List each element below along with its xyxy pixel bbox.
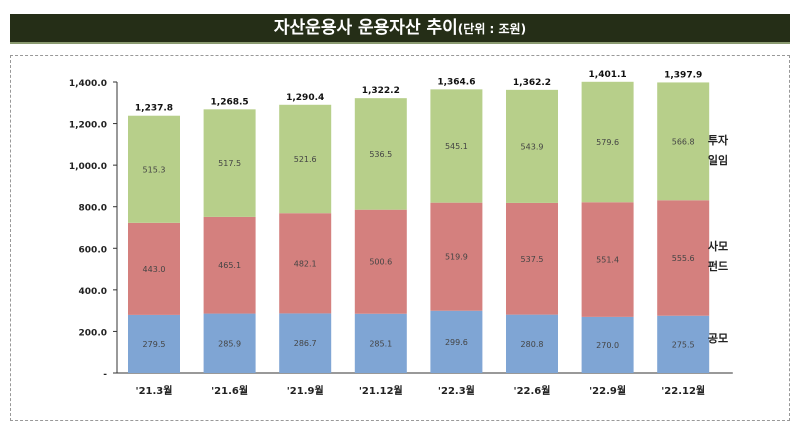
bar-segment-0: [506, 314, 558, 373]
x-tick-label: '21.9월: [287, 385, 324, 397]
data-label: 579.6: [596, 138, 619, 147]
y-tick-label: 200.0: [79, 328, 107, 338]
total-label: 1,322.2: [362, 86, 400, 96]
total-label: 1,401.1: [589, 70, 627, 80]
y-tick-label: -: [103, 370, 107, 380]
data-label: 515.3: [143, 165, 166, 174]
data-label: 280.8: [521, 340, 544, 349]
bar-segment-0: [279, 313, 332, 373]
y-tick-label: 1,400.0: [69, 79, 107, 89]
x-tick-label: '21.3월: [136, 385, 173, 397]
data-label: 536.5: [369, 150, 392, 159]
bar-segment-2: [128, 115, 180, 223]
bar-segment-1: [203, 216, 256, 314]
legend-label: 사모: [708, 239, 728, 253]
data-label: 279.5: [143, 340, 166, 349]
data-label: 465.1: [218, 261, 241, 270]
chart-title-bar: 자산운용사 운용자산 추이(단위 : 조원): [10, 14, 790, 44]
bar-segment-1: [128, 222, 180, 315]
y-tick-label: 800.0: [79, 204, 107, 214]
x-tick-label: '22.3월: [438, 385, 475, 397]
bar-segment-1: [657, 200, 710, 316]
data-label: 482.1: [294, 259, 317, 268]
data-label: 555.6: [672, 254, 695, 263]
total-label: 1,290.4: [286, 93, 324, 103]
chart-frame: [10, 55, 790, 421]
bar-segment-2: [430, 89, 483, 203]
data-label: 500.6: [369, 258, 392, 267]
data-label: 519.9: [445, 253, 468, 262]
bar-segment-2: [279, 104, 332, 214]
y-tick-label: 1,000.0: [69, 162, 107, 172]
y-tick-label: 600.0: [79, 245, 107, 255]
data-label: 443.0: [143, 265, 166, 274]
legend-label: 일임: [708, 153, 728, 167]
total-label: 1,268.5: [211, 97, 249, 107]
total-label: 1,362.2: [513, 78, 551, 88]
x-tick-label: '22.9월: [589, 385, 626, 397]
bar-segment-1: [581, 202, 634, 317]
data-label: 551.4: [596, 256, 619, 265]
data-label: 566.8: [672, 137, 695, 146]
x-tick-label: '22.6월: [514, 385, 551, 397]
y-tick-label: 400.0: [79, 287, 107, 297]
total-label: 1,364.6: [437, 77, 475, 87]
x-tick-label: '21.6월: [211, 385, 248, 397]
data-label: 517.5: [218, 159, 241, 168]
bar-segment-2: [657, 82, 710, 201]
bar-segment-0: [657, 315, 710, 373]
legend-label: 펀드: [708, 259, 728, 273]
bar-segment-0: [354, 313, 407, 373]
bar-segment-2: [354, 98, 407, 210]
legend-label: 투자: [708, 133, 729, 147]
data-label: 286.7: [294, 339, 317, 348]
bar-segment-2: [506, 89, 558, 203]
data-label: 537.5: [521, 255, 544, 264]
data-label: 543.9: [521, 142, 544, 151]
data-label: 285.9: [218, 339, 241, 348]
bar-segment-1: [506, 202, 558, 315]
chart-title: 자산운용사 운용자산 추이: [273, 18, 458, 38]
x-tick-label: '21.12월: [359, 385, 403, 397]
data-label: 285.1: [369, 339, 392, 348]
bar-segment-0: [128, 314, 180, 373]
bar-segment-1: [430, 202, 483, 311]
y-tick-label: 1,200.0: [69, 121, 107, 131]
bar-segment-1: [354, 209, 407, 314]
x-tick-label: '22.12월: [661, 385, 705, 397]
bar-segment-2: [203, 109, 256, 217]
data-label: 299.6: [445, 338, 468, 347]
data-label: 521.6: [294, 155, 317, 164]
bar-segment-0: [430, 310, 483, 373]
data-label: 545.1: [445, 142, 468, 151]
legend-label: 공모: [708, 332, 728, 345]
chart-unit: (단위 : 조원): [457, 22, 527, 36]
bar-segment-0: [203, 313, 256, 373]
total-label: 1,397.9: [664, 70, 702, 80]
total-label: 1,237.8: [135, 104, 173, 114]
data-label: 275.5: [672, 340, 695, 349]
bar-segment-2: [581, 81, 634, 203]
data-label: 270.0: [596, 341, 619, 350]
bar-segment-1: [279, 213, 332, 314]
bar-segment-0: [581, 316, 634, 373]
